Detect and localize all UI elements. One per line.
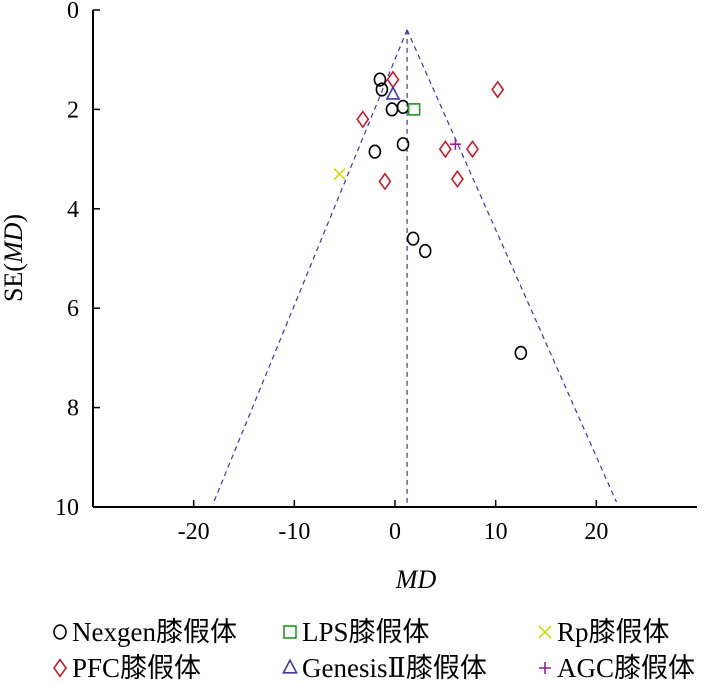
data-point-triangle: [385, 85, 401, 100]
data-point-circle: [396, 137, 410, 152]
x-tick-label: 20: [584, 519, 608, 545]
data-point-circle: [375, 82, 389, 97]
data-point-circle: [406, 231, 420, 246]
legend-marker-x: [538, 625, 552, 639]
x-tick-label: 10: [484, 519, 508, 545]
y-tick-label: 10: [55, 495, 79, 521]
legend-marker-plus: [539, 662, 551, 674]
data-points: [333, 70, 528, 361]
y-tick-label: 2: [67, 97, 79, 123]
data-point-square: [407, 103, 421, 116]
legend-item: Rp膝假体: [538, 617, 670, 647]
legend-label: Nexgen膝假体: [72, 617, 237, 647]
y-tick-label: 6: [67, 296, 79, 322]
y-axis-title-suffix: ): [0, 214, 28, 223]
legend-item: PFC膝假体: [53, 653, 201, 683]
legend-item: GenesisⅡ膝假体: [282, 653, 487, 683]
legend-label: AGC膝假体: [557, 653, 695, 683]
data-point-circle: [514, 345, 528, 361]
right-limit-line: [406, 29, 618, 503]
data-point-diamond: [438, 140, 452, 159]
y-tick-label: 0: [67, 0, 79, 24]
x-tick-label: 0: [389, 519, 401, 545]
tick-labels: -20 -10 0 10 20 0 2 4 6 8 10: [55, 0, 608, 545]
x-axis-title: MD: [395, 565, 437, 594]
legend-marker-circle: [53, 624, 67, 640]
legend-item: Nexgen膝假体: [53, 617, 237, 647]
legend-marker-diamond: [53, 658, 67, 678]
legend-label: Rp膝假体: [557, 617, 670, 647]
legend: Nexgen膝假体 LPS膝假体 Rp膝假体 PFC膝假体 GenesisⅡ膝假体 AGC…: [53, 617, 695, 683]
legend-item: LPS膝假体: [283, 617, 430, 647]
data-point-circle: [368, 144, 382, 159]
legend-label: PFC膝假体: [72, 653, 201, 683]
legend-marker-square: [283, 625, 297, 639]
data-point-plus: [449, 138, 461, 150]
data-point-circle: [373, 72, 387, 87]
data-point-diamond: [356, 110, 370, 129]
legend-label: GenesisⅡ膝假体: [302, 653, 487, 683]
data-point-diamond: [450, 169, 464, 189]
y-tick-label: 4: [67, 197, 79, 223]
data-point-diamond: [466, 140, 479, 159]
legend-item: AGC膝假体: [539, 653, 695, 683]
data-point-circle: [418, 243, 432, 259]
y-axis-title-italic: MD: [0, 222, 28, 264]
data-point-x: [333, 167, 346, 181]
data-point-circle: [385, 102, 399, 117]
left-limit-line: [213, 29, 408, 503]
x-tick-label: -10: [278, 519, 310, 545]
y-axis-title-prefix: SE(: [0, 263, 28, 302]
data-point-diamond: [378, 172, 392, 191]
data-point-circle: [396, 99, 410, 115]
legend-marker-triangle: [282, 658, 298, 674]
y-tick-label: 8: [67, 396, 79, 422]
funnel-lines: [213, 29, 618, 507]
legend-label: LPS膝假体: [302, 617, 430, 647]
x-tick-label: -20: [178, 519, 210, 545]
y-axis-title: SE(MD): [0, 214, 28, 302]
data-point-diamond: [491, 80, 505, 99]
